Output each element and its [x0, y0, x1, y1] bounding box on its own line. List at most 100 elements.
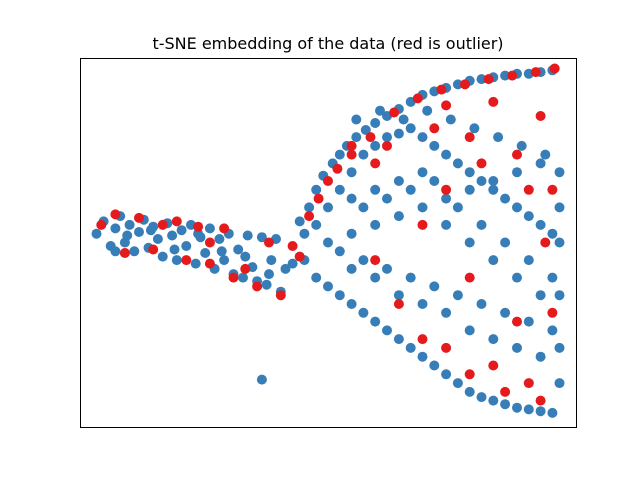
inlier-point	[488, 184, 499, 195]
inlier-point	[304, 202, 315, 213]
outlier-point	[535, 395, 546, 406]
inlier-point	[441, 149, 452, 160]
inlier-point	[441, 307, 452, 318]
inlier-point	[91, 228, 102, 239]
inlier-point	[554, 342, 565, 353]
outlier-point	[264, 237, 274, 248]
inlier-point	[429, 360, 440, 371]
outlier-point	[417, 334, 428, 345]
outlier-point	[287, 241, 298, 251]
outlier-point	[500, 386, 511, 397]
inlier-point	[216, 246, 227, 257]
inlier-point	[351, 114, 362, 125]
inlier-point	[493, 132, 504, 143]
inlier-point	[464, 386, 475, 397]
outlier-point	[219, 223, 230, 234]
inlier-point	[382, 193, 392, 204]
axes-frame	[80, 58, 577, 428]
inlier-point	[204, 223, 215, 234]
outlier-point	[96, 219, 107, 230]
inlier-point	[311, 272, 322, 283]
inlier-point	[323, 281, 333, 292]
outlier-point	[476, 158, 487, 169]
outlier-point	[441, 184, 452, 195]
outlier-point	[464, 272, 475, 283]
inlier-point	[360, 125, 371, 135]
inlier-point	[523, 255, 534, 266]
chart-title: t-SNE embedding of the data (red is outl…	[152, 34, 503, 53]
inlier-point	[214, 234, 225, 244]
inlier-point	[452, 202, 463, 213]
inlier-point	[441, 193, 452, 204]
outlier-point	[313, 193, 324, 204]
inlier-point	[512, 402, 522, 413]
outlier-point	[488, 96, 499, 107]
inlier-point	[240, 251, 251, 262]
inlier-point	[393, 176, 404, 186]
inlier-point	[169, 244, 180, 255]
inlier-point	[464, 325, 475, 336]
inlier-point	[358, 202, 369, 213]
inlier-point	[370, 140, 381, 151]
inlier-point	[464, 167, 475, 178]
outlier-point	[148, 244, 159, 255]
outlier-point	[275, 290, 286, 301]
inlier-point	[488, 255, 499, 266]
inlier-point	[171, 255, 182, 266]
inlier-point	[476, 219, 487, 230]
inlier-point	[500, 70, 511, 81]
outlier-point	[547, 307, 558, 318]
inlier-point	[535, 406, 546, 417]
inlier-point	[469, 123, 480, 134]
outlier-point	[512, 316, 522, 327]
outlier-point	[294, 251, 305, 262]
inlier-point	[417, 351, 428, 362]
inlier-point	[287, 258, 298, 269]
inlier-point	[512, 342, 522, 353]
outlier-point	[181, 255, 192, 266]
inlier-point	[266, 255, 277, 266]
inlier-point	[452, 290, 463, 301]
outlier-point	[460, 79, 470, 90]
inlier-point	[190, 258, 201, 269]
inlier-point	[422, 105, 433, 116]
outlier-point	[488, 360, 499, 371]
inlier-point	[129, 246, 140, 257]
inlier-point	[219, 255, 230, 266]
outlier-point	[393, 299, 404, 309]
inlier-point	[311, 219, 322, 230]
outlier-point	[252, 281, 263, 292]
inlier-point	[370, 219, 381, 230]
inlier-point	[393, 334, 404, 345]
outlier-point	[110, 209, 121, 220]
inlier-point	[393, 211, 404, 222]
inlier-point	[323, 237, 333, 248]
inlier-point	[346, 193, 357, 204]
inlier-point	[452, 79, 463, 90]
inlier-point	[417, 132, 428, 143]
outlier-point	[530, 67, 541, 78]
inlier-point	[294, 216, 305, 227]
outlier-point	[389, 107, 400, 118]
outlier-point	[346, 149, 357, 160]
outlier-point	[204, 237, 215, 248]
outlier-point	[332, 163, 343, 174]
outlier-point	[304, 211, 315, 222]
inlier-point	[429, 281, 440, 292]
inlier-point	[122, 230, 133, 241]
inlier-point	[500, 307, 511, 318]
inlier-point	[535, 219, 546, 230]
inlier-point	[405, 123, 416, 134]
outlier-point	[157, 219, 168, 230]
outlier-point	[441, 342, 452, 353]
inlier-point	[124, 219, 135, 230]
inlier-point	[512, 202, 522, 213]
inlier-point	[358, 149, 369, 160]
inlier-point	[476, 176, 487, 186]
outlier-point	[370, 255, 381, 266]
inlier-point	[476, 299, 487, 309]
inlier-point	[547, 325, 558, 336]
inlier-point	[405, 342, 416, 353]
inlier-point	[405, 272, 416, 283]
